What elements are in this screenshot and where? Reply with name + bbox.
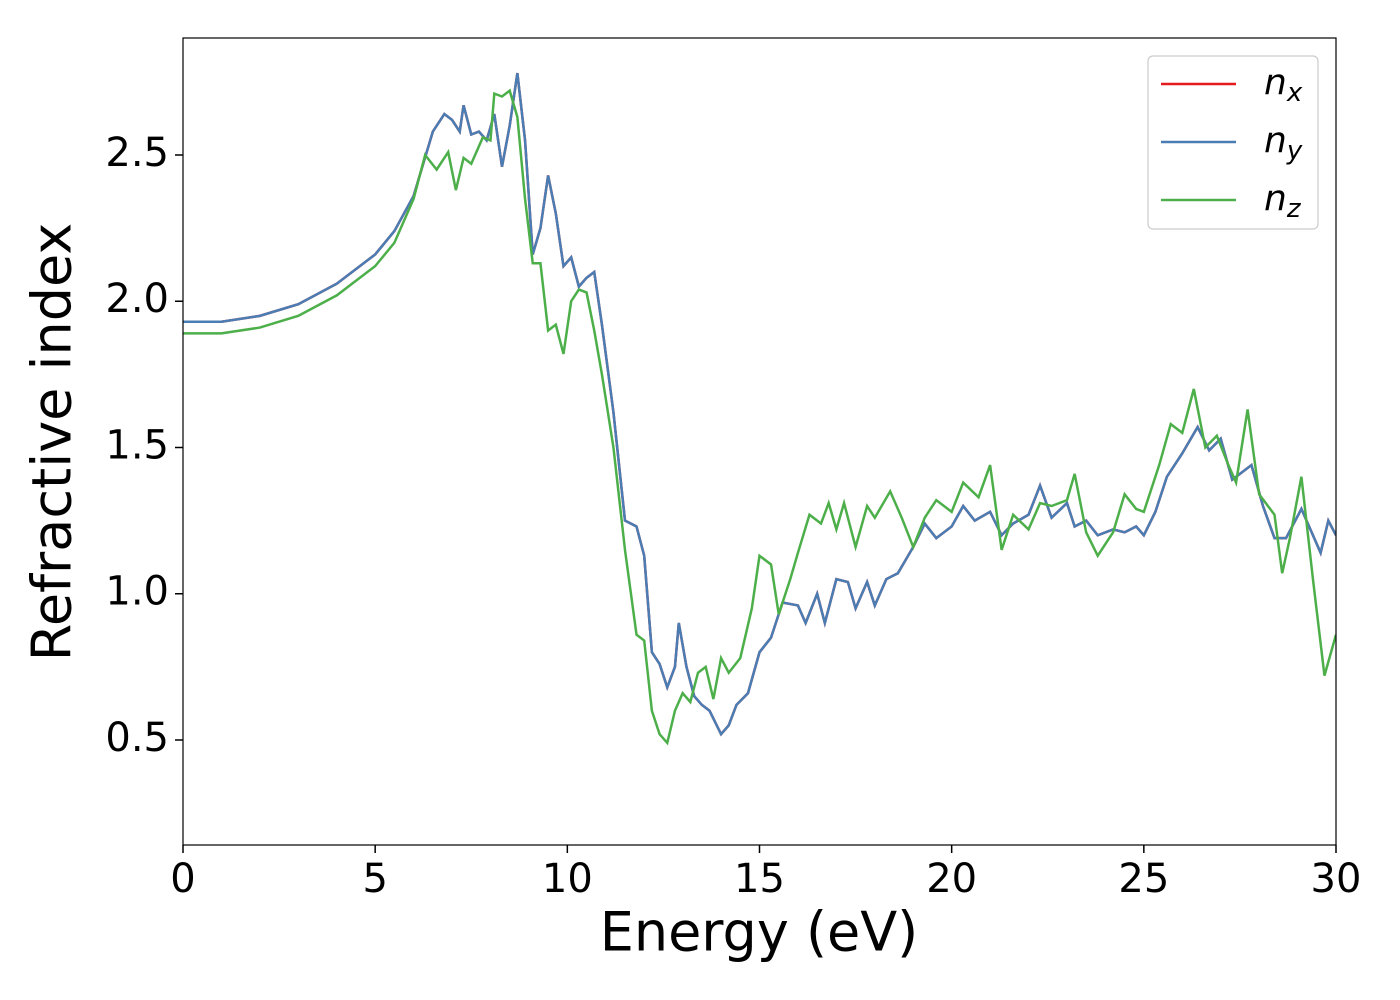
legend-label: nz [1264,178,1302,224]
y-tick-label: 1.5 [105,422,169,468]
y-tick-label: 1.0 [105,569,169,615]
x-tick-label: 0 [170,856,195,902]
x-tick-label: 20 [926,856,977,902]
y-tick-label: 2.0 [105,276,169,322]
x-tick-label: 15 [734,856,785,902]
series-line [183,88,1336,746]
legend-label: ny [1264,120,1303,166]
x-tick-label: 10 [542,856,593,902]
y-tick-label: 2.5 [105,130,169,176]
plot-frame [182,37,1337,846]
y-axis-label: Refractive index [21,223,84,662]
y-tick-label: 0.5 [105,715,169,761]
legend-label: nx [1264,62,1303,108]
x-tick-label: 30 [1311,856,1362,902]
x-tick-label: 5 [362,856,387,902]
x-tick-label: 25 [1118,856,1169,902]
x-axis-label: Energy (eV) [600,901,919,964]
series-line [183,72,1336,737]
